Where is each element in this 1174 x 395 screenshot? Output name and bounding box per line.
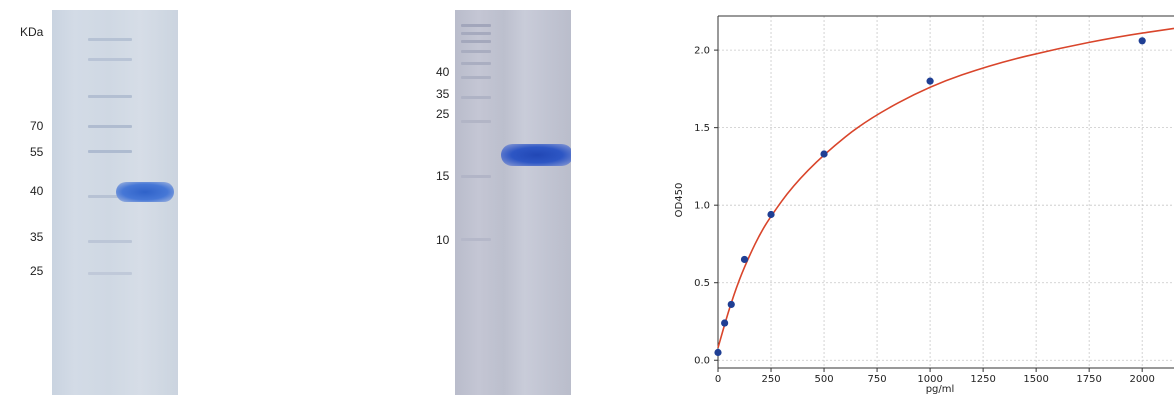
x-tick-label: 2000 — [1129, 374, 1154, 385]
ladder-band — [461, 76, 491, 79]
ladder-band — [461, 50, 491, 53]
kda-label: KDa — [20, 25, 44, 39]
y-tick-label: 0.0 — [694, 356, 710, 367]
data-point — [727, 300, 735, 309]
y-tick-label: 1.0 — [694, 201, 710, 212]
marker-label: 55 — [30, 145, 44, 159]
ladder-band — [88, 125, 132, 128]
marker-label: 25 — [30, 264, 44, 278]
ladder-band — [88, 150, 132, 153]
x-tick-label: 0 — [715, 374, 721, 385]
data-point — [926, 77, 934, 85]
ladder-band — [461, 32, 491, 35]
y-axis-title: OD450 — [674, 183, 685, 218]
ladder-band — [88, 38, 132, 41]
marker-label: 35 — [30, 230, 44, 244]
ladder-band — [461, 175, 491, 178]
x-tick-label: 250 — [761, 374, 780, 385]
ladder-band — [88, 58, 132, 61]
x-axis-title: pg/ml — [926, 384, 955, 395]
ladder-band — [461, 62, 491, 65]
ladder-band — [88, 95, 132, 98]
x-tick-label: 1250 — [970, 374, 995, 385]
marker-label: 70 — [30, 119, 44, 133]
data-point — [714, 348, 722, 357]
fit-curve — [717, 27, 1174, 349]
gel-middle-image — [455, 10, 571, 395]
x-tick-label: 1750 — [1076, 374, 1101, 385]
x-tick-label: 1000 — [917, 374, 942, 385]
standard-curve-chart: 0 250 500 750 1000 1250 1500 1750 2000 0.0 0.5 1.0 1… — [660, 0, 1174, 395]
y-tick-label: 2.0 — [694, 46, 710, 57]
data-point — [820, 150, 828, 158]
gel-left-image — [52, 10, 178, 395]
ladder-band — [461, 238, 491, 241]
ladder-band — [461, 24, 491, 27]
data-point — [740, 255, 749, 264]
ladder-band — [461, 120, 491, 123]
marker-label: 35 — [436, 87, 450, 101]
ladder-band — [461, 40, 491, 43]
marker-label: 40 — [436, 65, 450, 79]
gel-left-panel: KDa 70 55 40 35 25 — [0, 0, 190, 395]
marker-label: 40 — [30, 184, 44, 198]
x-tick-label: 1500 — [1023, 374, 1048, 385]
marker-label: 15 — [436, 169, 450, 183]
y-tick-label: 1.5 — [694, 123, 710, 134]
y-tick-label: 0.5 — [694, 278, 710, 289]
protein-band — [501, 144, 571, 166]
ladder-band — [461, 96, 491, 99]
x-tick-label: 500 — [814, 374, 833, 385]
ladder-band — [88, 240, 132, 243]
gel-middle-panel: 40 35 25 15 10 — [420, 0, 580, 395]
ladder-band — [88, 272, 132, 275]
protein-band — [116, 182, 174, 202]
data-point — [1138, 37, 1146, 45]
marker-label: 25 — [436, 107, 450, 121]
ladder-band — [88, 195, 132, 198]
x-tick-label: 750 — [868, 374, 887, 385]
marker-label: 10 — [436, 233, 450, 247]
chart-svg: 0 250 500 750 1000 1250 1500 1750 2000 0.0 0.5 1.0 1… — [674, 15, 1174, 395]
plot-area — [718, 16, 1174, 368]
data-point — [721, 319, 729, 327]
data-point — [767, 210, 775, 219]
